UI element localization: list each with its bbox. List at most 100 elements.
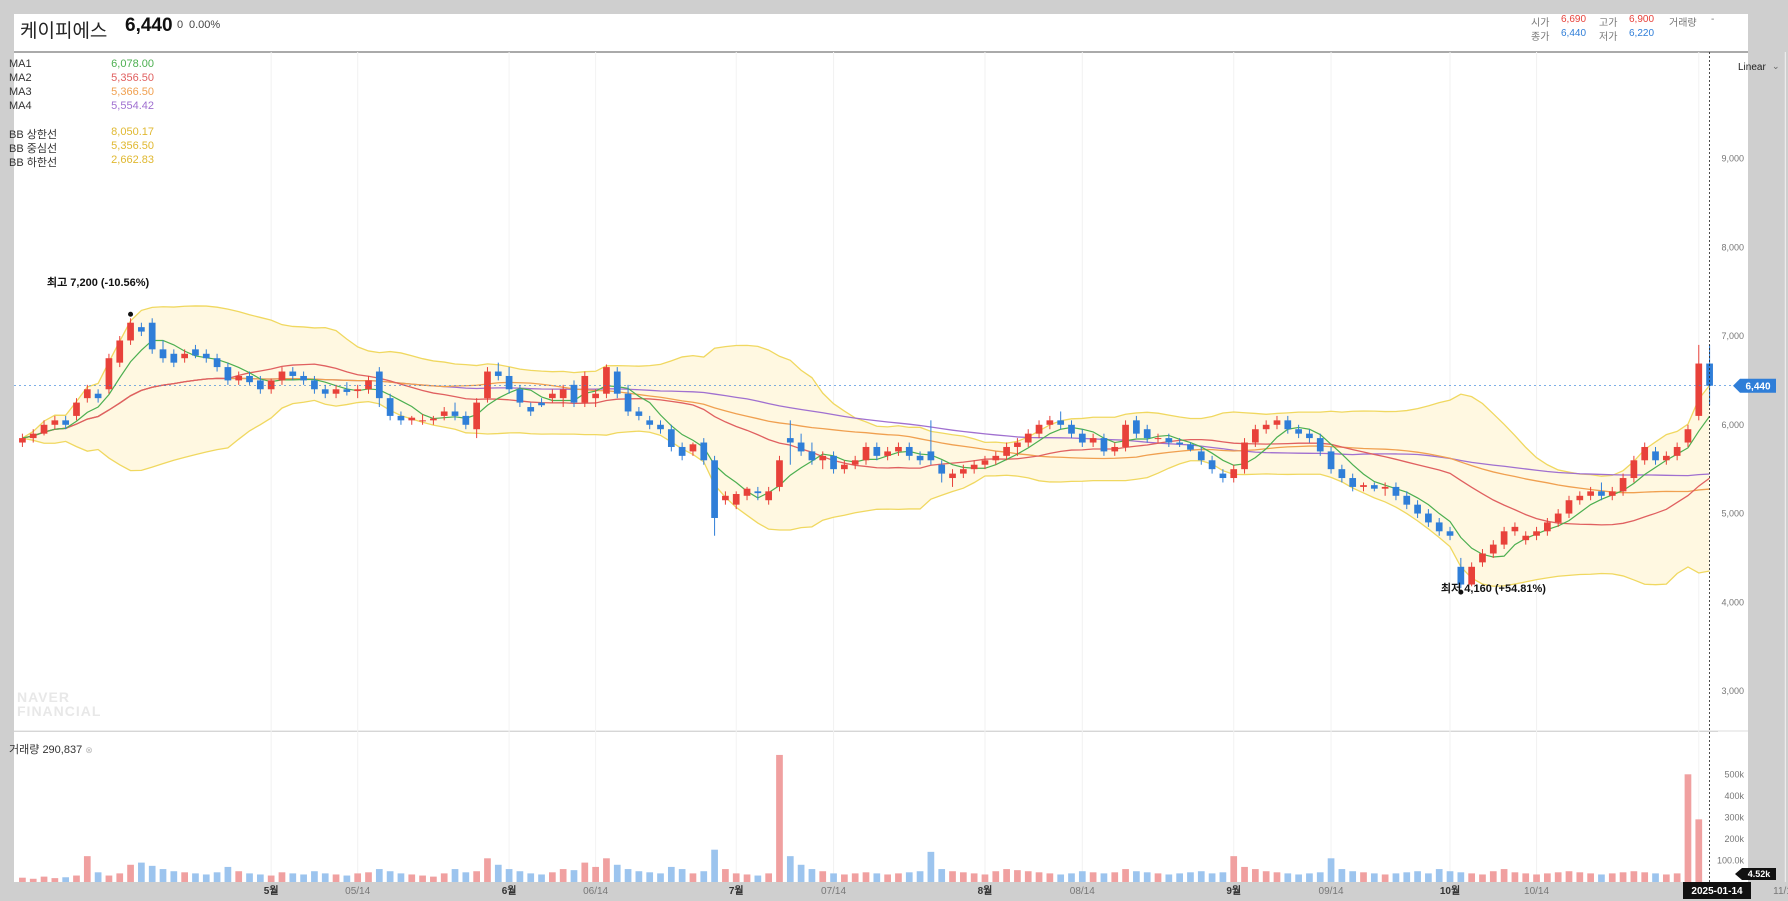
volume-bar (1381, 874, 1389, 882)
candle-body (938, 464, 946, 474)
volume-bar (862, 872, 870, 882)
candle-body (1219, 473, 1227, 479)
volume-bar (1100, 873, 1108, 882)
volume-bar (646, 872, 654, 882)
volume-bar (408, 874, 416, 882)
volume-bar (505, 869, 513, 882)
candle-body (365, 380, 372, 390)
candle-body (332, 389, 340, 394)
volume-bar (19, 877, 26, 882)
volume-tick-label: 400k (1724, 791, 1744, 801)
candle-body (1273, 420, 1281, 425)
volume-bar (1425, 873, 1432, 882)
chevron-down-icon[interactable]: ⌄ (1772, 61, 1780, 71)
volume-panel-value: 290,837 (42, 744, 83, 756)
volume-bar (992, 871, 1000, 882)
x-axis-label: 9월 (1226, 885, 1241, 897)
candle-body (700, 442, 708, 461)
candle-body (1695, 363, 1703, 416)
low-field: 저가 6,220 (1599, 28, 1654, 43)
volume-bar (1338, 869, 1346, 882)
volume-bar (1133, 871, 1140, 882)
candle-body (1381, 486, 1389, 489)
header-bar (14, 14, 1748, 52)
volume-bar (1608, 873, 1616, 882)
volume-bar (1489, 871, 1497, 882)
scale-mode-select[interactable]: Linear (1738, 62, 1766, 73)
volume-bar (494, 864, 502, 882)
volume-bar (1587, 873, 1594, 882)
watermark: NAVER FINANCIAL (17, 690, 101, 718)
legend-bb-lower: BB 하한선 2,662.83 (9, 154, 154, 170)
volume-bar (549, 872, 556, 882)
candle-body (451, 411, 459, 416)
current-price-tag (1733, 378, 1776, 393)
candle-body (256, 380, 264, 390)
high-value: 6,900 (1629, 14, 1655, 25)
candle-body (1122, 424, 1129, 447)
settings-icon[interactable]: ⊗ (85, 745, 93, 755)
volume-bar (1197, 871, 1205, 882)
volume-bar (1641, 872, 1649, 882)
volume-bar (397, 873, 405, 882)
candle-body (278, 371, 286, 381)
candle-body (1522, 535, 1530, 541)
volume-bar (1068, 873, 1075, 882)
volume-bar (1598, 874, 1605, 882)
x-axis-label: 7월 (729, 885, 744, 897)
candle-body (1500, 531, 1508, 545)
candle-body (94, 393, 102, 399)
candle-body (1403, 495, 1411, 505)
candle-body (1327, 451, 1335, 470)
volume-bar (451, 869, 459, 882)
candle-body (1457, 566, 1465, 585)
volume-bar (1360, 872, 1367, 882)
candle-body (667, 429, 675, 447)
candle-body (1598, 491, 1605, 496)
volume-bar (570, 870, 578, 882)
candle-body (1684, 429, 1692, 443)
volume-bar (116, 873, 124, 882)
volume-bar (1003, 869, 1010, 882)
candle-body (743, 488, 751, 496)
volume-bar (159, 869, 167, 882)
volume-bar (657, 873, 664, 882)
legend-bb-mid-label: BB 중심선 (9, 143, 58, 155)
volume-bar (278, 872, 286, 882)
candle-body (1078, 433, 1086, 443)
volume-bar (332, 874, 340, 882)
volume-bar (765, 873, 773, 882)
volume-tick-label: 100.0k (1717, 855, 1745, 865)
legend-bb-mid: BB 중심선 5,356.50 (9, 140, 154, 156)
candle-body (246, 375, 253, 383)
volume-bar (581, 862, 589, 882)
volume-tick-label: 300k (1724, 812, 1744, 822)
candle-body (1284, 420, 1292, 430)
price-tick-label: 6,000 (1721, 420, 1744, 430)
volume-bar (1154, 873, 1162, 882)
candle-body (1133, 420, 1140, 434)
candle-body (559, 389, 567, 399)
candle-body (830, 455, 837, 470)
candle-body (1479, 553, 1486, 563)
candle-body (397, 415, 405, 421)
current-price: 6,440 (125, 15, 173, 36)
open-label: 시가 (1531, 18, 1550, 29)
volume-bar (624, 869, 632, 882)
volume-bar (1619, 872, 1627, 882)
candle-body (170, 353, 178, 363)
low-marker (1458, 589, 1464, 595)
volume-panel-bg (14, 732, 1718, 882)
candle-body (657, 424, 664, 430)
candle-body (1251, 429, 1259, 443)
candle-body (40, 424, 48, 434)
x-axis-label: 07/14 (821, 886, 846, 897)
volume-bar (1316, 872, 1324, 882)
volume-bar (689, 873, 697, 882)
volume-bar (884, 874, 891, 882)
price-tick-label: 5,000 (1721, 509, 1744, 519)
candle-body (51, 420, 59, 425)
candle-body (300, 375, 307, 381)
candle-body (289, 371, 297, 376)
